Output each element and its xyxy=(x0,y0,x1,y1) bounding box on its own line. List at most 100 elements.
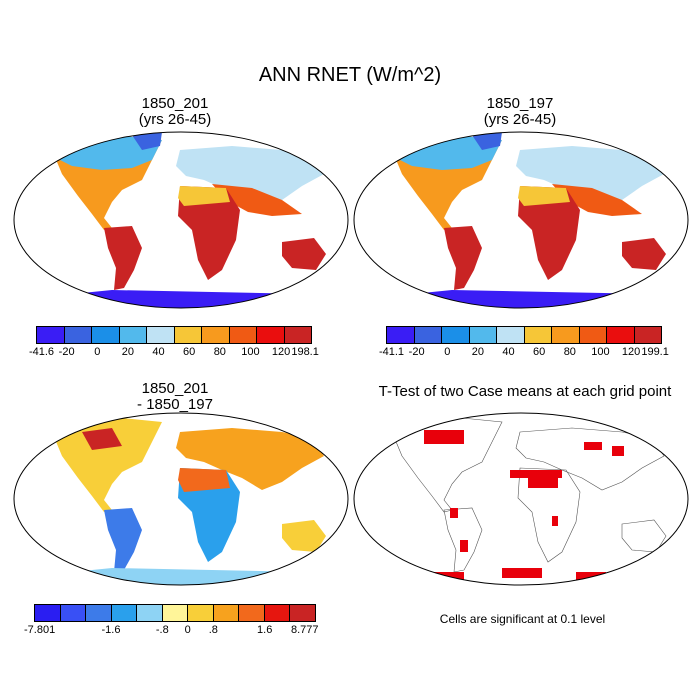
colorbar-1-swatch xyxy=(229,327,257,343)
panel1-title: 1850_201 (yrs 26-45) xyxy=(75,96,275,128)
sig-cell xyxy=(528,478,558,488)
map2-sahara xyxy=(518,186,570,206)
colorbar-1-label: 198.1 xyxy=(291,346,319,358)
colorbar-2-label: 20 xyxy=(471,346,485,358)
colorbar-2-swatch xyxy=(634,327,661,343)
panel4-title: T-Test of two Case means at each grid po… xyxy=(378,383,672,400)
panel1-title-line2: (yrs 26-45) xyxy=(138,111,212,128)
map1-sahara xyxy=(178,186,230,206)
colorbar-panel-3: -7.801 -1.6 -.8 0 .8 1.6 8.777 xyxy=(24,604,319,638)
map3-antarctica xyxy=(22,568,342,585)
colorbar-1-swatch xyxy=(92,327,120,343)
panel3-title-line2: - 1850_197 xyxy=(137,396,213,413)
map1-greenland xyxy=(130,132,162,150)
colorbar-2-swatch xyxy=(469,327,497,343)
significance-note: Cells are significant at 0.1 level xyxy=(439,612,606,626)
map2-antarctica xyxy=(362,290,682,308)
colorbar-panel-2: -41.1 -20 0 20 40 60 80 100 120 199.1 xyxy=(379,326,669,360)
panel1-title-line1: 1850_201 xyxy=(141,95,209,112)
colorbar-2-label: -20 xyxy=(408,346,425,358)
map1-eurasia-south xyxy=(212,184,302,216)
colorbar-3-swatch xyxy=(111,605,138,621)
map4-south-america-outline xyxy=(443,507,483,573)
colorbar-3-swatches xyxy=(34,604,316,622)
colorbar-2-swatch xyxy=(552,327,580,343)
colorbar-2-label: 60 xyxy=(533,346,546,358)
colorbar-2-swatch xyxy=(442,327,470,343)
colorbar-1-swatch xyxy=(202,327,230,343)
map-panel-2 xyxy=(353,131,689,309)
colorbar-2-labels: -41.1 -20 0 20 40 60 80 100 120 199.1 xyxy=(379,346,669,360)
colorbar-2-swatches xyxy=(386,326,662,344)
map1-africa xyxy=(178,186,240,280)
colorbar-1-swatch xyxy=(257,327,285,343)
colorbar-3-label: 0 xyxy=(184,624,191,636)
sig-cell xyxy=(460,540,468,552)
panel2-title: 1850_197 (yrs 26-45) xyxy=(420,96,620,128)
colorbar-3-swatch xyxy=(137,605,163,621)
map3-south-america xyxy=(104,508,142,572)
map4-north-america-outline xyxy=(391,417,503,513)
colorbar-1-swatch xyxy=(64,327,92,343)
sig-cell xyxy=(450,508,458,518)
map1-eurasia xyxy=(176,146,324,208)
colorbar-2-label: 199.1 xyxy=(641,346,669,358)
colorbar-3-swatch xyxy=(86,605,112,621)
colorbar-3-swatch xyxy=(213,605,240,621)
colorbar-1-label: -41.6 xyxy=(28,346,55,358)
sig-cell xyxy=(576,572,606,580)
map-panel-4 xyxy=(353,412,689,586)
map2-greenland xyxy=(470,132,502,150)
panel3-title-line1: 1850_201 xyxy=(141,380,209,397)
map2-australia xyxy=(622,238,666,270)
colorbar-3-label: .8 xyxy=(208,624,218,636)
map1-australia xyxy=(282,238,326,270)
colorbar-1-label: 40 xyxy=(152,346,165,358)
sig-cell xyxy=(424,430,464,444)
colorbar-3-swatch xyxy=(35,605,61,621)
significant-cells xyxy=(424,430,624,580)
colorbar-1-labels: -41.6 -20 0 20 40 60 80 100 120 198.1 xyxy=(29,346,319,360)
colorbar-1-label: 20 xyxy=(121,346,135,358)
map3-australia xyxy=(282,520,326,552)
colorbar-1-swatch xyxy=(284,327,311,343)
colorbar-1-swatch xyxy=(147,327,175,343)
colorbar-2-label: 120 xyxy=(621,346,641,358)
figure-title: ANN RNET (W/m^2) xyxy=(258,64,442,86)
colorbar-3-labels: -7.801 -1.6 -.8 0 .8 1.6 8.777 xyxy=(24,624,319,638)
colorbar-3-swatch xyxy=(162,605,189,621)
colorbar-3-label: -.8 xyxy=(155,624,169,636)
colorbar-3-swatch xyxy=(290,605,316,621)
colorbar-panel-1: -41.6 -20 0 20 40 60 80 100 120 198.1 xyxy=(29,326,319,360)
colorbar-2-swatch xyxy=(497,327,525,343)
panel2-title-line2: (yrs 26-45) xyxy=(483,111,557,128)
colorbar-2-swatch xyxy=(387,327,415,343)
map-panel-1 xyxy=(13,131,349,309)
map2-africa xyxy=(518,186,580,280)
colorbar-1-swatch xyxy=(37,327,65,343)
colorbar-2-swatch xyxy=(607,327,635,343)
sig-cell xyxy=(584,442,602,450)
colorbar-1-swatches xyxy=(36,326,312,344)
colorbar-2-label: 80 xyxy=(563,346,576,358)
sig-cell xyxy=(552,516,558,526)
colorbar-3-swatch xyxy=(239,605,265,621)
colorbar-1-label: 80 xyxy=(213,346,226,358)
colorbar-1-label: 100 xyxy=(241,346,260,358)
map3-eurasia xyxy=(176,428,324,490)
colorbar-3-label: 8.777 xyxy=(290,624,319,636)
panel2-title-line1: 1850_197 xyxy=(486,95,554,112)
colorbar-2-label: -41.1 xyxy=(378,346,405,358)
colorbar-2-label: 100 xyxy=(591,346,610,358)
colorbar-2-label: 40 xyxy=(502,346,515,358)
map1-antarctica xyxy=(22,290,342,308)
map3-africa-north xyxy=(178,468,230,492)
colorbar-3-label: -7.801 xyxy=(24,624,56,636)
map2-south-america xyxy=(444,226,482,290)
colorbar-1-label: 120 xyxy=(271,346,291,358)
sig-cell xyxy=(612,446,624,456)
colorbar-3-label: 1.6 xyxy=(257,624,273,636)
colorbar-3-swatch xyxy=(264,605,291,621)
colorbar-3-label: -1.6 xyxy=(101,624,121,636)
sig-cell xyxy=(510,470,562,478)
